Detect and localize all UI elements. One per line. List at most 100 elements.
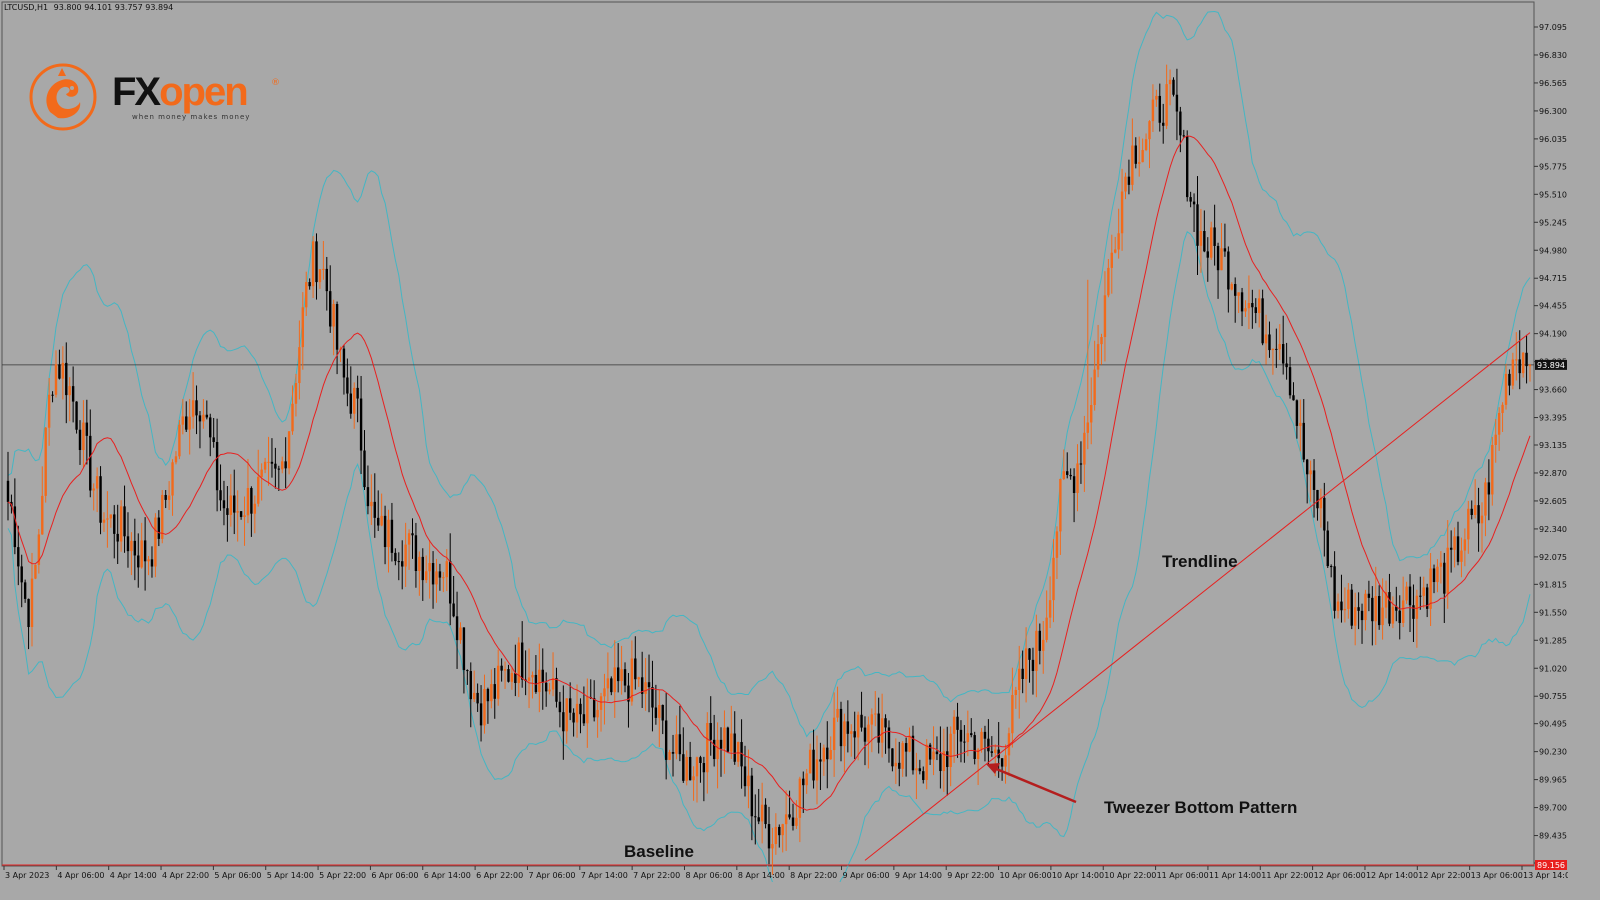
candle-body (966, 733, 970, 743)
registered-mark: ® (271, 78, 280, 88)
candle-body (1350, 589, 1353, 626)
candle-body (1035, 630, 1038, 671)
candle-body (1220, 248, 1223, 271)
candle-body (531, 674, 534, 678)
candle-body (1227, 251, 1230, 290)
candle-body (239, 511, 243, 517)
candle-body (1148, 121, 1151, 140)
x-tick-label: 5 Apr 22:00 (319, 871, 366, 880)
candle-body (867, 724, 870, 742)
trendline-label: Trendline (1162, 552, 1238, 571)
price-chart[interactable]: 97.095 96.830 96.565 96.300 96.035 95.775 95.5… (0, 0, 1568, 882)
y-tick-label: 93.395 (1539, 414, 1567, 423)
candle-body (1491, 444, 1494, 495)
candle-body (418, 556, 421, 571)
candle-body (17, 547, 20, 567)
candle-body (795, 817, 798, 826)
support-level-tag (1535, 860, 1567, 871)
candle-body (1138, 162, 1141, 164)
candle-body (1100, 337, 1103, 345)
candle-body (901, 743, 904, 769)
candle-body (802, 778, 805, 786)
candle-body (233, 495, 236, 513)
x-tick-label: 10 Apr 14:00 (1052, 871, 1104, 880)
candle-body (719, 739, 723, 749)
candle-body (1391, 606, 1395, 624)
candle-body (1467, 508, 1470, 540)
candle-body (836, 708, 839, 718)
candle-body (1521, 352, 1525, 374)
candle-body (1055, 531, 1059, 558)
candle-body (71, 386, 75, 402)
candle-body (922, 771, 925, 780)
candle-body (1131, 145, 1134, 185)
candle-body (541, 669, 544, 683)
x-tick-label: 13 Apr 06:00 (1471, 871, 1523, 880)
candle-body (181, 416, 185, 425)
x-tick-label: 11 Apr 14:00 (1209, 871, 1261, 880)
candle-body (191, 400, 195, 417)
y-tick-label: 94.980 (1539, 246, 1567, 255)
candle-body (723, 727, 726, 749)
moving-average-line (7, 135, 1531, 811)
candle-body (1371, 597, 1374, 622)
candle-body (1182, 135, 1185, 137)
candle-body (1024, 648, 1028, 679)
candle-body (30, 578, 34, 628)
candle-body (219, 490, 222, 501)
candle-body (500, 665, 503, 671)
candle-body (822, 747, 826, 762)
candle-body (1295, 400, 1299, 426)
candle-body (291, 403, 294, 432)
x-tick-label: 6 Apr 22:00 (476, 871, 523, 880)
candle-body (1069, 474, 1072, 477)
fxopen-logo: FXopen ® when money makes money (28, 62, 288, 132)
candle-body (695, 757, 699, 777)
candle-body (647, 682, 651, 688)
candle-body (185, 416, 188, 430)
candle-body (1329, 566, 1333, 568)
candle-body (92, 488, 95, 491)
candle-body (370, 501, 373, 507)
candle-body (1072, 476, 1076, 494)
candle-body (198, 415, 202, 422)
candle-body (839, 708, 843, 747)
candle-body (1278, 344, 1281, 350)
candle-body (284, 461, 287, 469)
candle-body (421, 556, 424, 581)
candle-body (634, 658, 637, 680)
candle-body (1172, 79, 1175, 95)
candle-body (1251, 303, 1254, 308)
candle-body (826, 747, 829, 760)
candle-body (1062, 471, 1066, 479)
candle-body (534, 674, 538, 693)
candle-body (89, 435, 92, 491)
candle-body (1292, 395, 1295, 401)
bollinger-upper-band (7, 10, 1531, 738)
candle-body (1463, 539, 1467, 551)
candle-body (555, 678, 558, 702)
baseline-label: Baseline (624, 842, 694, 861)
candle-body (932, 751, 935, 760)
x-tick-label: 4 Apr 22:00 (162, 871, 209, 880)
chart-header: LTCUSD,H1 93.800 94.101 93.757 93.894 (4, 3, 176, 12)
candle-body (1045, 617, 1048, 640)
y-tick-label: 91.550 (1539, 608, 1567, 617)
chart-area[interactable]: 97.095 96.830 96.565 96.300 96.035 95.775 95.5… (0, 0, 1568, 882)
candle-body (959, 729, 963, 742)
candle-body (716, 739, 719, 760)
candle-body (1103, 295, 1107, 338)
candle-body (318, 269, 322, 283)
candle-body (469, 671, 472, 700)
plot-frame (1, 1, 1535, 867)
candle-body (1446, 547, 1449, 594)
candle-body (377, 517, 380, 526)
candle-body (445, 561, 448, 578)
x-tick-label: 12 Apr 06:00 (1314, 871, 1366, 880)
candle-body (1449, 547, 1453, 550)
candle-body (1288, 367, 1292, 396)
candle-body (51, 394, 54, 396)
candle-body (726, 727, 730, 752)
symbol-label: LTCUSD,H1 (4, 3, 49, 12)
candle-body (503, 669, 507, 671)
